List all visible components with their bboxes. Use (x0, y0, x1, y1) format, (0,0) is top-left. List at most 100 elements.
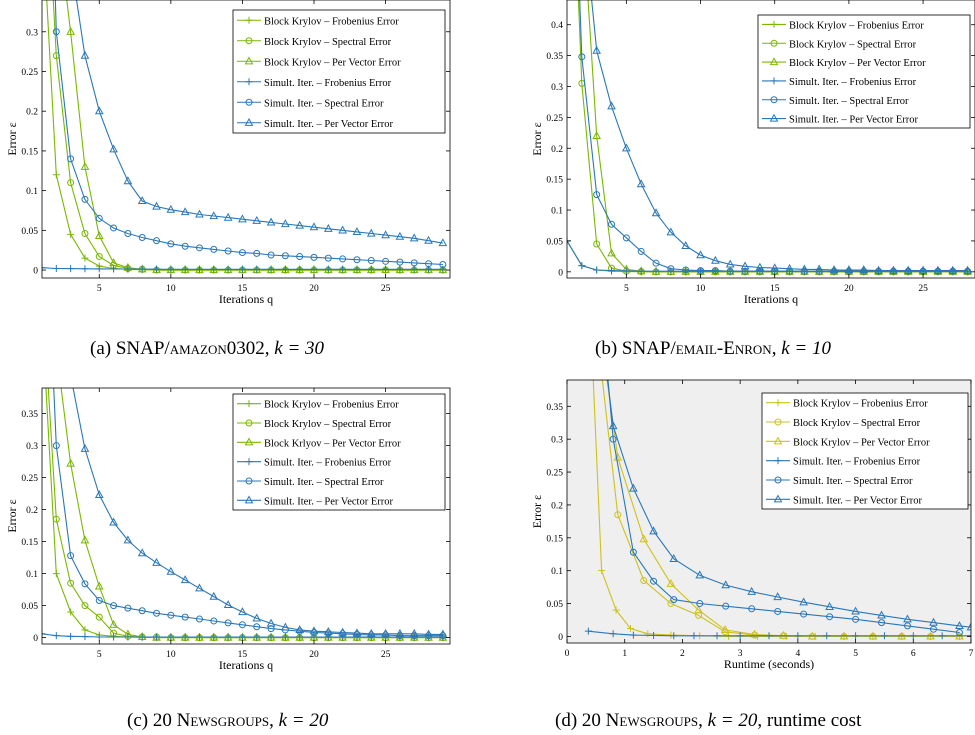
data-point (725, 632, 733, 640)
y-tick-label: 0.25 (21, 474, 38, 484)
data-point (81, 195, 89, 203)
series-line-4 (54, 0, 443, 266)
caption-c: (c) 20 Newsgroups, k = 20 (127, 710, 329, 731)
x-tick-label: 4 (795, 649, 800, 659)
y-axis-label: Error ε (5, 499, 19, 532)
legend-marker (244, 495, 254, 504)
series-line-4 (53, 388, 443, 637)
data-point (81, 602, 89, 610)
y-tick-label: 0.25 (546, 469, 563, 479)
panel-a: 5 10 15 20 25 0 0.05 0.1 0.15 0.2 0.25 0.3 Iteration… (5, 0, 451, 306)
y-tick-label: 0.2 (551, 145, 563, 155)
data-point (774, 607, 782, 615)
y-tick-label: 0.1 (26, 187, 38, 197)
data-point (612, 606, 620, 614)
data-point (367, 265, 375, 273)
y-tick-label: 0.3 (26, 442, 38, 452)
data-point (94, 490, 104, 498)
data-point (877, 610, 886, 619)
series-line-4 (607, 380, 960, 634)
data-point (629, 631, 637, 639)
data-point (381, 628, 390, 637)
data-point (252, 613, 262, 622)
data-point (238, 621, 246, 629)
legend-entry: Simult. Iter. – Per Vector Error (789, 115, 918, 126)
legend-entry: Simult. Iter. – Frobenius Error (793, 457, 921, 468)
data-point (844, 265, 854, 274)
data-point (909, 632, 917, 640)
data-point (593, 266, 601, 274)
y-tick-label: 0.25 (21, 68, 38, 78)
data-point (95, 265, 103, 273)
data-point (281, 622, 290, 631)
data-point (409, 233, 419, 242)
data-point (800, 610, 808, 618)
series-line-3 (588, 630, 971, 637)
data-point (324, 254, 332, 262)
data-point (607, 248, 616, 257)
data-point (323, 223, 333, 232)
panel-d: 0 1 2 3 4 5 6 7 0 0.05 0.1 0.15 0.2 0.25 0.3 0.35 Runtim… (530, 379, 974, 671)
data-point (166, 566, 176, 575)
data-point (81, 580, 89, 588)
legend-marker (769, 57, 779, 66)
data-point (223, 600, 233, 609)
legend-entry: Block Krylov – Frobenius Error (789, 20, 924, 31)
data-point (110, 265, 118, 273)
series-line-5 (607, 380, 971, 628)
data-point (39, 283, 45, 289)
y-tick-label: 0.4 (551, 21, 563, 31)
data-point (153, 265, 161, 273)
data-point (95, 253, 103, 261)
data-point (52, 515, 60, 523)
data-point (722, 602, 730, 610)
data-point (295, 625, 305, 634)
data-point (439, 265, 447, 273)
y-tick-label: 0.05 (546, 237, 563, 247)
data-point (67, 230, 75, 238)
x-tick-label: 15 (770, 284, 780, 294)
legend-box (761, 392, 969, 510)
data-point (949, 267, 957, 275)
x-axis-label: Iterations q (219, 658, 273, 672)
data-point (52, 171, 60, 179)
data-point (153, 609, 161, 617)
series-line-5 (76, 0, 443, 244)
x-axis-label: Iterations q (219, 292, 273, 306)
data-point (67, 552, 75, 560)
y-tick-label: 0.15 (546, 176, 563, 186)
x-tick-label: 25 (381, 284, 391, 294)
data-point (180, 575, 190, 584)
data-point (669, 553, 679, 562)
data-point (720, 625, 730, 633)
data-point (366, 628, 376, 637)
data-point (95, 633, 103, 641)
legend-box (232, 393, 446, 511)
data-point (124, 265, 132, 273)
legend-marker (245, 458, 253, 466)
y-tick-label: 0.1 (551, 567, 563, 577)
x-tick-label: 7 (969, 649, 974, 659)
data-point (874, 265, 883, 274)
data-point (195, 209, 204, 218)
data-point (852, 615, 860, 623)
data-point (167, 633, 175, 641)
data-point (823, 632, 831, 640)
legend-entry: Simult. Iter. – Per Vector Error (793, 495, 922, 506)
data-point (608, 220, 616, 228)
data-point (66, 26, 75, 35)
data-point (324, 265, 332, 273)
legend-marker (770, 20, 778, 28)
data-point (622, 234, 630, 242)
legend-entry: Simult. Iter. – Spectral Error (264, 477, 384, 488)
data-point (52, 442, 60, 450)
data-point (67, 179, 75, 187)
data-point (740, 261, 750, 270)
data-point (765, 632, 773, 640)
data-point (52, 264, 60, 272)
legend-marker (774, 418, 782, 426)
data-point (747, 586, 757, 595)
legend-entry: Block Krlyov – Per Vector Error (264, 438, 401, 449)
x-tick-label: 20 (844, 284, 854, 294)
x-tick-label: 25 (381, 650, 391, 660)
